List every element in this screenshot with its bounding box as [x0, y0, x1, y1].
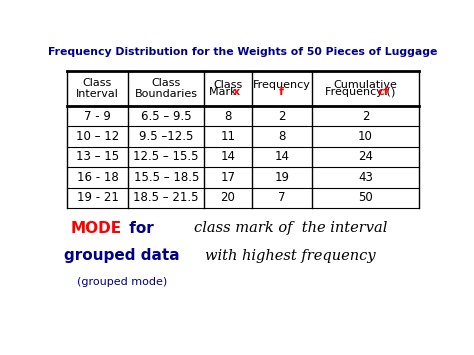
Text: 10 – 12: 10 – 12	[76, 130, 119, 143]
Text: 8: 8	[224, 110, 232, 123]
Text: 6.5 – 9.5: 6.5 – 9.5	[141, 110, 191, 123]
Text: Cumulative: Cumulative	[334, 80, 397, 90]
Text: Frequency Distribution for the Weights of 50 Pieces of Luggage: Frequency Distribution for the Weights o…	[48, 47, 438, 57]
Text: 43: 43	[358, 171, 373, 184]
Text: for: for	[124, 221, 153, 236]
Text: 19: 19	[274, 171, 289, 184]
Text: 9.5 –12.5: 9.5 –12.5	[139, 130, 193, 143]
Text: 16 - 18: 16 - 18	[77, 171, 118, 184]
Text: x: x	[232, 87, 239, 97]
Text: class mark of  the interval: class mark of the interval	[194, 222, 387, 235]
Text: 14: 14	[274, 151, 289, 164]
Text: 15.5 – 18.5: 15.5 – 18.5	[134, 171, 199, 184]
Text: 10: 10	[358, 130, 373, 143]
Text: 13 – 15: 13 – 15	[76, 151, 119, 164]
Text: 19 - 21: 19 - 21	[76, 191, 118, 204]
Text: 11: 11	[220, 130, 236, 143]
Text: f: f	[279, 87, 284, 97]
Text: 12.5 – 15.5: 12.5 – 15.5	[134, 151, 199, 164]
Text: cf: cf	[377, 87, 389, 97]
Text: 2: 2	[278, 110, 285, 123]
Text: ): )	[390, 87, 394, 97]
Text: (grouped mode): (grouped mode)	[77, 277, 167, 287]
Text: 24: 24	[358, 151, 373, 164]
Text: with highest frequency: with highest frequency	[205, 249, 376, 263]
Text: MODE: MODE	[71, 221, 122, 236]
Text: 17: 17	[220, 171, 236, 184]
Text: Class: Class	[213, 80, 243, 90]
Text: Frequency (: Frequency (	[325, 87, 390, 97]
Text: Class
Interval: Class Interval	[76, 78, 119, 99]
Text: 18.5 – 21.5: 18.5 – 21.5	[134, 191, 199, 204]
Text: 8: 8	[278, 130, 285, 143]
Text: Mark: Mark	[209, 87, 240, 97]
Text: Frequency: Frequency	[253, 80, 310, 90]
Text: 50: 50	[358, 191, 373, 204]
Text: Class
Boundaries: Class Boundaries	[135, 78, 198, 99]
Text: 20: 20	[220, 191, 236, 204]
Text: 7: 7	[278, 191, 285, 204]
Text: grouped data: grouped data	[64, 248, 180, 263]
Text: 14: 14	[220, 151, 236, 164]
Text: 7 - 9: 7 - 9	[84, 110, 111, 123]
Text: 2: 2	[362, 110, 369, 123]
